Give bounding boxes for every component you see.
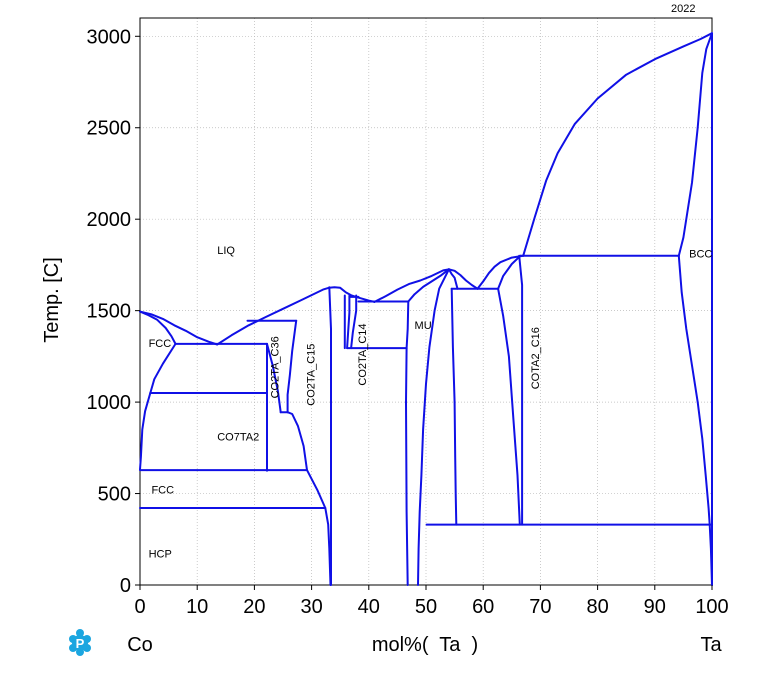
y-axis-title: Temp. [C] xyxy=(41,257,63,343)
phase-label: COTA2_C16 xyxy=(530,327,542,389)
x-tick-label: 80 xyxy=(586,596,608,618)
phase-label: CO2TA_C36 xyxy=(269,336,281,398)
x-right-component: Ta xyxy=(700,634,722,656)
phase-boundary-line xyxy=(328,286,332,586)
x-tick-label: 10 xyxy=(186,596,208,618)
pandat-logo-icon: P xyxy=(69,629,91,656)
x-left-component: Co xyxy=(127,634,153,656)
phase-boundary-line xyxy=(139,392,152,471)
phase-boundary-line xyxy=(417,268,450,586)
phase-label: FCC xyxy=(149,338,172,350)
phase-labels: LIQ FCC CO7TA2 FCC HCP CO2TA_C36 CO2TA_C15 CO2T… xyxy=(149,245,713,561)
year-label: 2022 xyxy=(671,3,695,15)
grid-lines xyxy=(140,18,712,585)
phase-label: CO2TA_C15 xyxy=(305,344,317,406)
x-tick-label: 30 xyxy=(300,596,322,618)
phase-label: CO7TA2 xyxy=(217,432,259,444)
y-tick-label: 2000 xyxy=(87,209,132,231)
phase-boundary-line xyxy=(350,294,358,350)
x-tick-label: 60 xyxy=(472,596,494,618)
phase-boundary-line xyxy=(677,254,711,526)
x-tick-label: 20 xyxy=(243,596,265,618)
y-tick-label: 0 xyxy=(120,575,131,597)
phase-boundary-line xyxy=(266,342,282,414)
phase-boundary-line xyxy=(286,411,332,586)
phase-boundary-line xyxy=(522,32,713,257)
phase-label: FCC xyxy=(151,485,174,497)
axis-ticks: 0 10 20 30 40 50 60 70 80 90 100050010001500200025… xyxy=(87,26,729,618)
phase-boundary-line xyxy=(476,254,525,290)
phase-boundary-line xyxy=(139,310,177,345)
phase-label: HCP xyxy=(149,549,172,561)
phase-boundaries xyxy=(139,32,713,586)
y-tick-label: 1000 xyxy=(87,392,132,414)
phase-boundary-line xyxy=(373,268,450,303)
y-tick-label: 500 xyxy=(98,484,131,506)
phase-boundary-line xyxy=(286,319,298,414)
y-tick-label: 2500 xyxy=(87,118,132,140)
phase-boundary-line xyxy=(450,287,458,526)
y-tick-label: 3000 xyxy=(87,26,132,48)
phase-boundary-line xyxy=(216,286,376,346)
phase-label: MU xyxy=(415,320,432,332)
phase-boundary-line xyxy=(407,268,450,303)
svg-text:P: P xyxy=(76,636,85,651)
phase-label: CO2TA_C14 xyxy=(357,323,369,385)
x-tick-label: 50 xyxy=(415,596,437,618)
phase-boundary-line xyxy=(447,268,459,290)
plot-frame xyxy=(139,17,713,586)
phase-boundary-line xyxy=(497,287,521,526)
x-tick-label: 70 xyxy=(529,596,551,618)
x-tick-label: 90 xyxy=(644,596,666,618)
phase-boundary-line xyxy=(149,342,177,394)
phase-boundary-line xyxy=(447,268,479,290)
y-tick-label: 1500 xyxy=(87,301,132,323)
phase-label: LIQ xyxy=(217,245,235,257)
phase-boundary-line xyxy=(518,254,524,526)
x-tick-label: 0 xyxy=(134,596,145,618)
phase-label: BCC xyxy=(689,249,712,261)
phase-boundary-line xyxy=(346,294,351,350)
phase-boundary-line xyxy=(405,300,410,586)
phase-boundary-line xyxy=(497,254,522,290)
x-tick-label: 40 xyxy=(358,596,380,618)
x-tick-label: 100 xyxy=(695,596,728,618)
phase-boundary-line xyxy=(677,32,713,257)
phase-boundary-line xyxy=(139,310,219,346)
x-axis-title: mol%( Ta ) xyxy=(372,634,478,656)
